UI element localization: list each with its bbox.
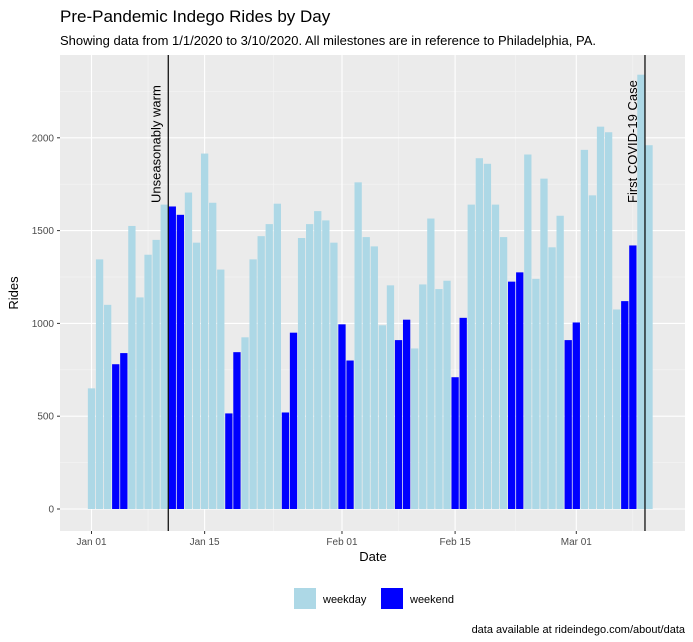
bar-weekend	[233, 352, 241, 509]
bar-weekday	[443, 280, 451, 509]
y-tick-label: 0	[48, 505, 54, 516]
y-axis: 0 500 1000 1500 2000	[32, 133, 60, 516]
bar-weekend	[629, 245, 637, 509]
x-tick-label: Feb 01	[326, 537, 358, 548]
bar-weekend	[394, 340, 403, 509]
bar-weekday	[596, 126, 605, 509]
bar-weekday	[144, 254, 152, 509]
chart-subtitle: Showing data from 1/1/2020 to 3/10/2020.…	[60, 33, 596, 48]
bar-weekend	[516, 272, 524, 509]
bar-weekday	[370, 246, 378, 509]
bar-weekday	[532, 278, 540, 509]
bar-weekday	[645, 145, 653, 509]
bar-weekend	[621, 301, 629, 509]
bar-weekday	[104, 304, 112, 509]
bar-weekend	[289, 332, 298, 509]
x-tick-label: Mar 01	[561, 537, 593, 548]
bar-weekday	[184, 192, 193, 509]
bar-weekday	[249, 259, 257, 509]
bar-weekday	[362, 237, 370, 509]
bar-weekday	[499, 237, 508, 509]
chart-title: Pre-Pandemic Indego Rides by Day	[60, 7, 331, 26]
bar-weekday	[209, 202, 217, 509]
x-tick-label: Jan 01	[76, 537, 106, 548]
bar-weekday	[386, 285, 395, 509]
bar-weekend	[402, 319, 411, 509]
x-tick-label: Feb 15	[440, 537, 472, 548]
y-tick-label: 1500	[32, 226, 55, 237]
annotation-label: Unseasonably warm	[148, 85, 163, 203]
bar-weekday	[435, 289, 443, 509]
bar-weekday	[95, 259, 104, 509]
bar-weekday	[483, 163, 492, 509]
bar-weekend	[281, 412, 290, 509]
bar-weekday	[475, 158, 483, 509]
bar-weekday	[556, 215, 564, 509]
y-tick-label: 2000	[32, 133, 55, 144]
annotation-label: First COVID-19 Case	[625, 80, 640, 203]
bar-weekday	[265, 224, 273, 509]
bars	[87, 74, 653, 510]
bar-weekday	[419, 284, 427, 509]
y-tick-label: 500	[37, 412, 54, 423]
x-tick-label: Jan 15	[190, 537, 220, 548]
bar-weekend	[459, 317, 467, 509]
bar-weekday	[548, 247, 556, 509]
bar-weekday	[491, 204, 500, 509]
bar-weekday	[306, 224, 314, 509]
bar-weekday	[152, 239, 160, 509]
bar-weekday	[588, 195, 597, 509]
bar-weekday	[200, 153, 209, 510]
legend-swatch-weekend	[381, 588, 403, 609]
bar-weekend	[225, 413, 233, 509]
bar-weekday	[217, 269, 225, 509]
bar-weekday	[241, 337, 249, 509]
bar-weekend	[112, 364, 120, 509]
bar-weekday	[322, 220, 330, 509]
bar-weekday	[314, 211, 322, 509]
bar-weekday	[273, 203, 281, 510]
bar-weekend	[346, 360, 354, 509]
caption: data available at rideindego.com/about/d…	[472, 624, 686, 636]
bar-weekday	[427, 218, 435, 509]
legend-swatch-weekday	[294, 588, 316, 609]
bar-weekday	[257, 236, 265, 509]
bar-weekend	[564, 340, 572, 509]
bar-weekday	[467, 204, 475, 509]
bar-weekday	[378, 325, 387, 509]
x-axis-title: Date	[359, 549, 386, 564]
x-axis: Jan 01 Jan 15 Feb 01 Feb 15 Mar 01	[76, 531, 592, 548]
bar-weekday	[330, 242, 338, 509]
legend-label-weekday: weekday	[322, 594, 367, 606]
bar-weekend	[572, 322, 580, 509]
bar-weekday	[580, 149, 589, 509]
bar-weekend	[508, 281, 516, 509]
bar-weekday	[637, 74, 645, 510]
bar-weekend	[168, 206, 176, 510]
legend-label-weekend: weekend	[409, 594, 454, 606]
bar-weekend	[120, 353, 128, 509]
bar-weekday	[136, 297, 144, 509]
y-tick-label: 1000	[32, 319, 55, 330]
annotations: Unseasonably warm First COVID-19 Case	[148, 55, 646, 531]
bar-weekday	[128, 225, 136, 509]
bar-weekday	[524, 154, 532, 509]
bar-weekend	[176, 214, 185, 509]
bar-weekday	[411, 348, 419, 509]
bar-weekday	[87, 388, 96, 509]
bar-weekday	[604, 132, 613, 509]
bar-weekday	[160, 204, 168, 509]
bar-weekday	[192, 242, 201, 509]
bar-weekend	[451, 377, 459, 509]
legend: weekday weekend	[294, 588, 454, 609]
bar-weekday	[540, 178, 548, 509]
bar-weekend	[338, 324, 346, 509]
y-axis-title: Rides	[6, 276, 21, 310]
bar-weekday	[354, 182, 362, 509]
bar-weekday	[613, 309, 621, 509]
bar-weekday	[297, 238, 306, 510]
